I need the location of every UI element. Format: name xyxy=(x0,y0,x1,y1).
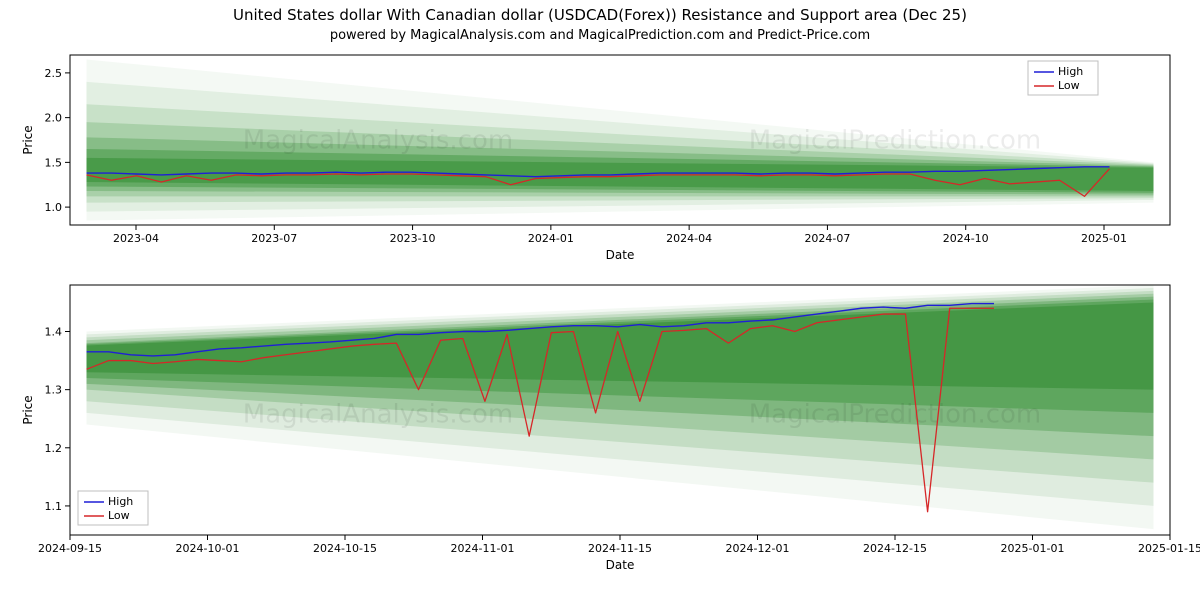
svg-text:1.5: 1.5 xyxy=(45,156,63,169)
svg-text:2025-01: 2025-01 xyxy=(1081,232,1127,245)
svg-text:2024-12-01: 2024-12-01 xyxy=(726,542,790,555)
svg-text:2.5: 2.5 xyxy=(45,67,63,80)
svg-text:MagicalPrediction.com: MagicalPrediction.com xyxy=(749,126,1042,156)
svg-text:2024-10-15: 2024-10-15 xyxy=(313,542,377,555)
svg-text:MagicalAnalysis.com: MagicalAnalysis.com xyxy=(243,400,513,430)
svg-text:2024-07: 2024-07 xyxy=(804,232,850,245)
svg-text:2024-04: 2024-04 xyxy=(666,232,712,245)
svg-text:2024-10-01: 2024-10-01 xyxy=(176,542,240,555)
chart-legend: HighLow xyxy=(78,491,148,525)
svg-text:MagicalAnalysis.com: MagicalAnalysis.com xyxy=(243,126,513,156)
svg-text:Low: Low xyxy=(1058,79,1080,92)
svg-text:2023-07: 2023-07 xyxy=(251,232,297,245)
bottom-chart: MagicalAnalysis.com MagicalPrediction.com… xyxy=(0,277,1200,577)
bottom-chart-svg: MagicalAnalysis.com MagicalPrediction.com… xyxy=(0,277,1200,577)
svg-text:2024-11-15: 2024-11-15 xyxy=(588,542,652,555)
svg-text:1.4: 1.4 xyxy=(45,326,63,339)
svg-text:Price: Price xyxy=(21,125,35,154)
page-title: United States dollar With Canadian dolla… xyxy=(0,0,1200,24)
page-subtitle: powered by MagicalAnalysis.com and Magic… xyxy=(0,24,1200,47)
svg-text:1.1: 1.1 xyxy=(45,500,63,513)
chart-legend: HighLow xyxy=(1028,61,1098,95)
svg-text:High: High xyxy=(1058,65,1083,78)
svg-text:2024-09-15: 2024-09-15 xyxy=(38,542,102,555)
svg-text:Price: Price xyxy=(21,395,35,424)
svg-text:MagicalPrediction.com: MagicalPrediction.com xyxy=(749,400,1042,430)
svg-text:2025-01-01: 2025-01-01 xyxy=(1001,542,1065,555)
svg-text:1.2: 1.2 xyxy=(45,442,63,455)
svg-text:2024-12-15: 2024-12-15 xyxy=(863,542,927,555)
svg-text:2.0: 2.0 xyxy=(45,112,63,125)
svg-text:1.3: 1.3 xyxy=(45,384,63,397)
svg-text:Low: Low xyxy=(108,509,130,522)
svg-text:2024-10: 2024-10 xyxy=(943,232,989,245)
svg-text:2025-01-15: 2025-01-15 xyxy=(1138,542,1200,555)
svg-text:2024-01: 2024-01 xyxy=(528,232,574,245)
svg-text:2024-11-01: 2024-11-01 xyxy=(451,542,515,555)
svg-text:1.0: 1.0 xyxy=(45,201,63,214)
svg-text:Date: Date xyxy=(606,248,635,262)
svg-text:Date: Date xyxy=(606,558,635,572)
top-chart-svg: MagicalAnalysis.com MagicalPrediction.com… xyxy=(0,47,1200,267)
svg-text:High: High xyxy=(108,495,133,508)
top-chart: MagicalAnalysis.com MagicalPrediction.com… xyxy=(0,47,1200,267)
svg-text:2023-10: 2023-10 xyxy=(390,232,436,245)
svg-text:2023-04: 2023-04 xyxy=(113,232,159,245)
